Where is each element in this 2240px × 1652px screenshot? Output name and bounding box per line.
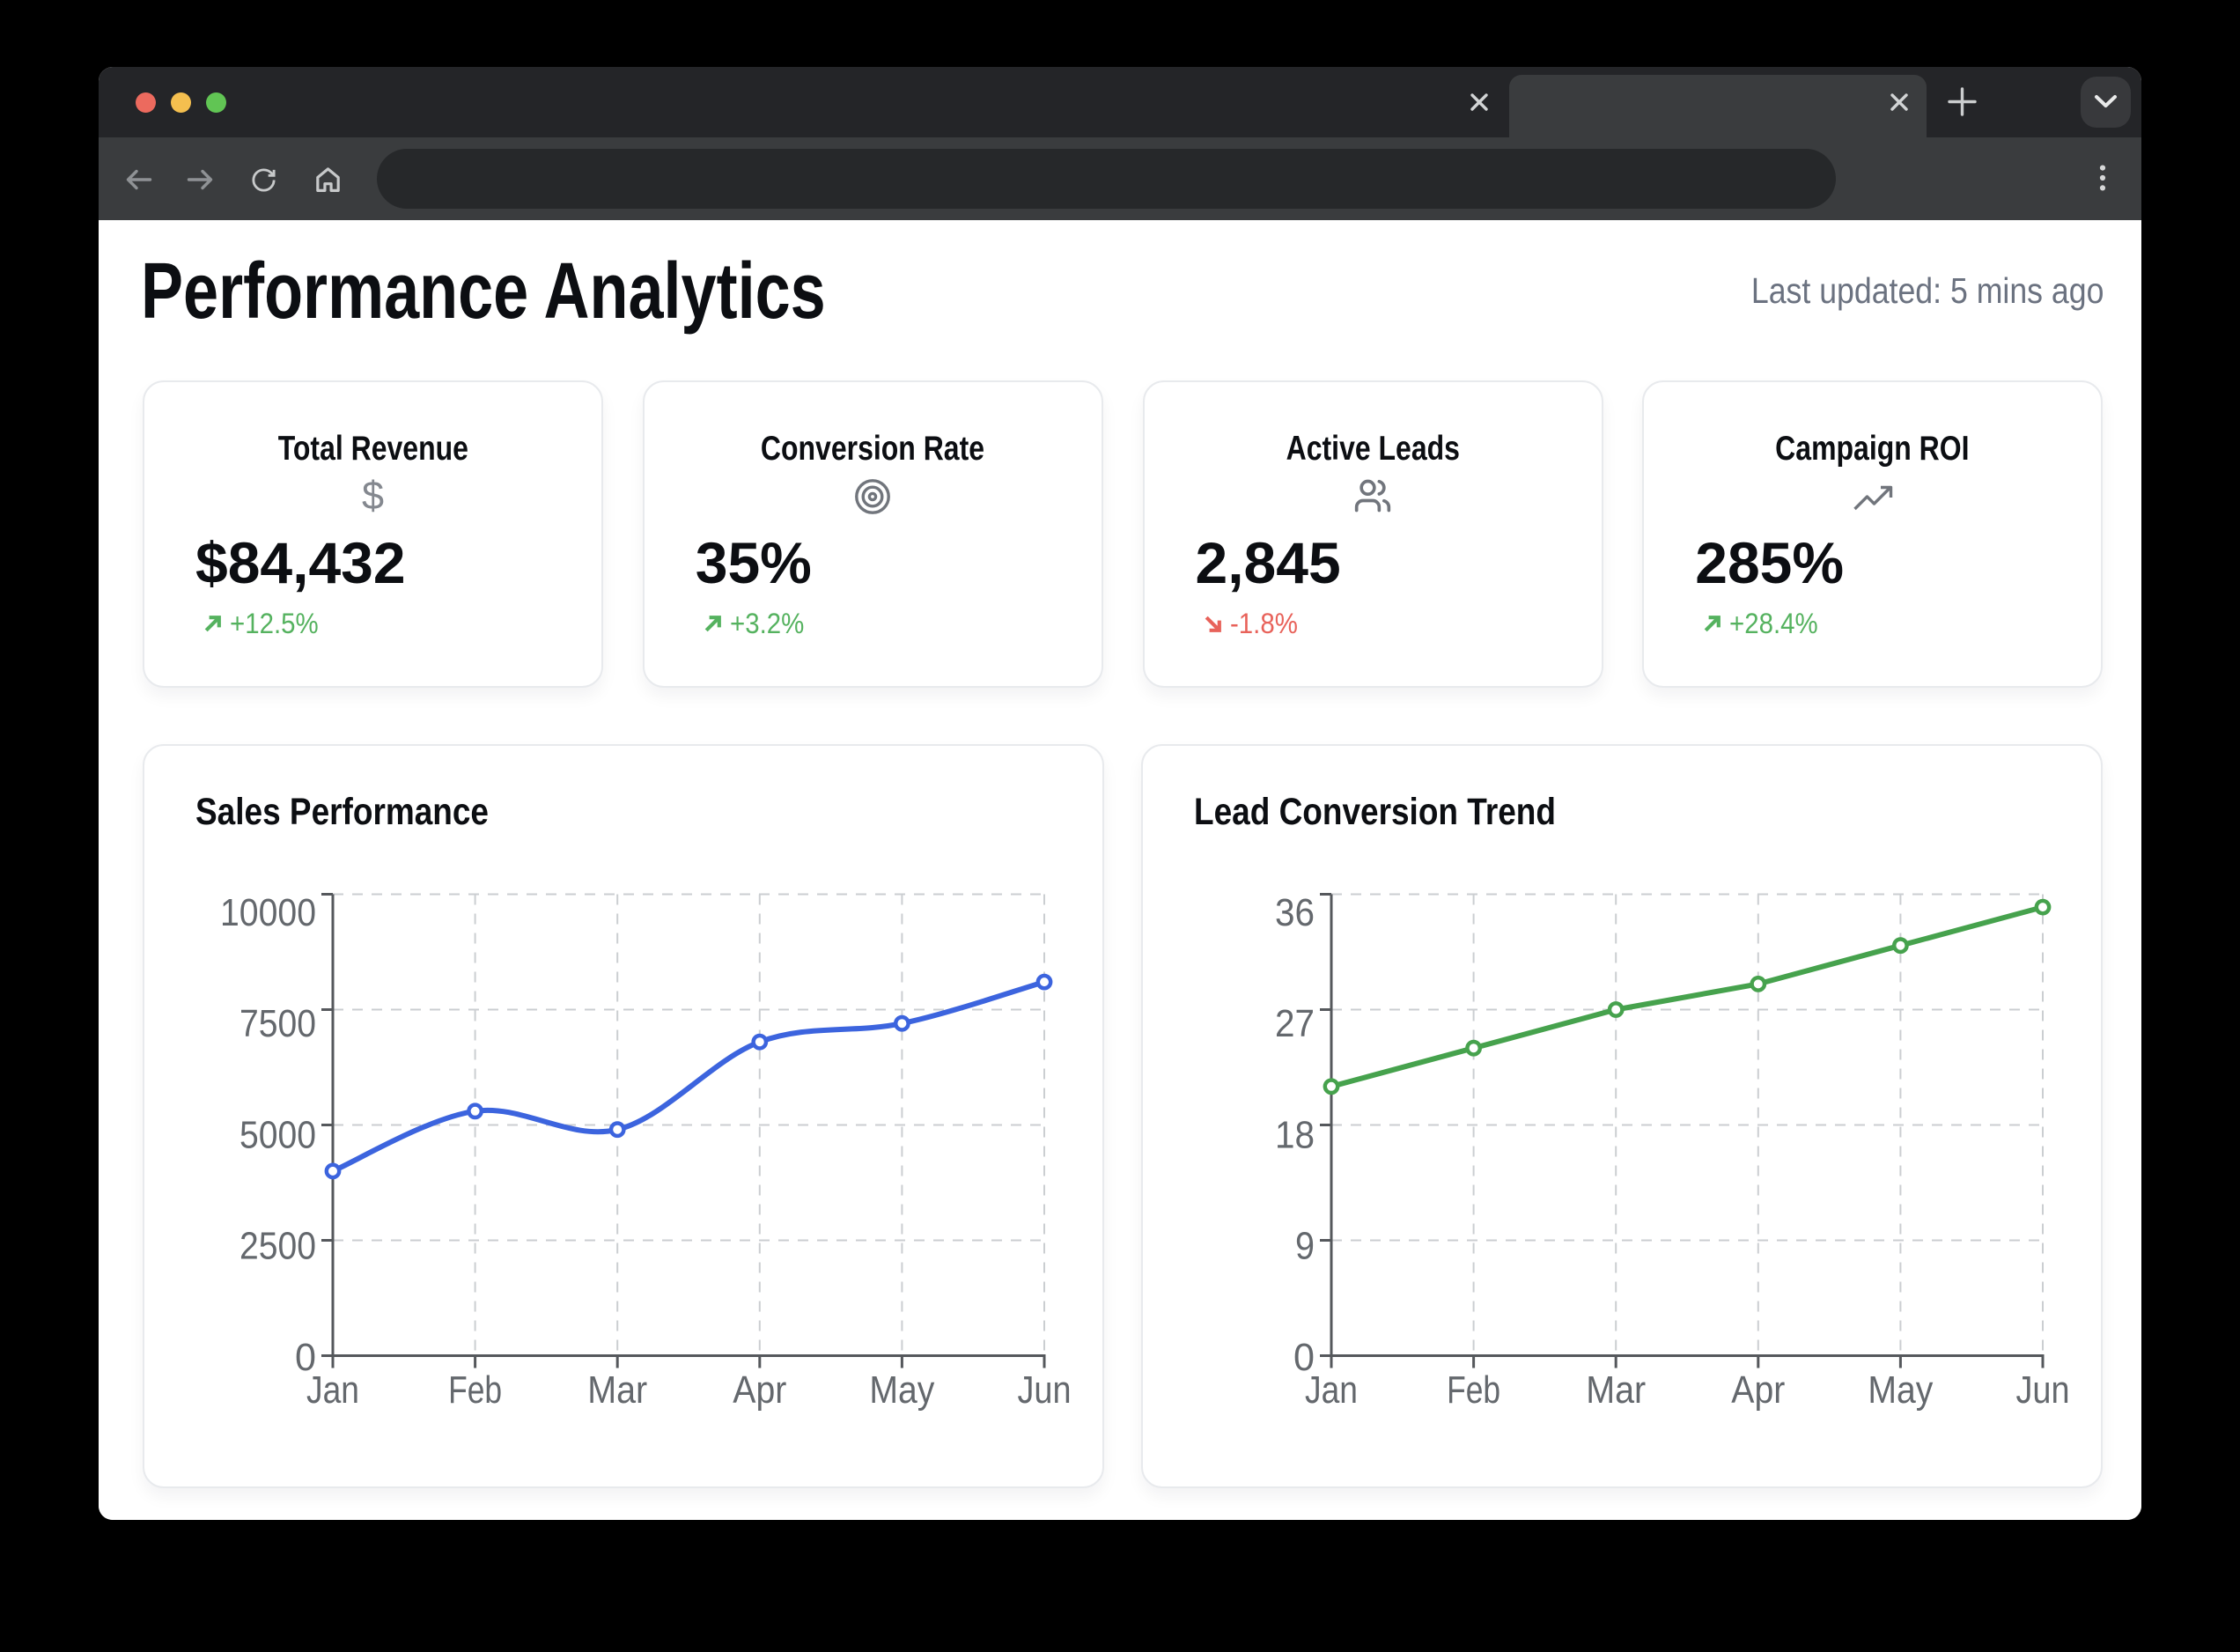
svg-text:0: 0 — [295, 1336, 316, 1379]
svg-text:Jan: Jan — [1305, 1368, 1358, 1412]
svg-text:May: May — [1868, 1368, 1933, 1412]
svg-text:Jun: Jun — [2016, 1368, 2070, 1412]
svg-text:18: 18 — [1275, 1113, 1315, 1156]
svg-text:9: 9 — [1295, 1224, 1315, 1267]
svg-text:Jan: Jan — [306, 1368, 359, 1412]
svg-text:Feb: Feb — [448, 1368, 502, 1412]
svg-text:2500: 2500 — [239, 1224, 316, 1267]
svg-text:0: 0 — [1293, 1336, 1315, 1379]
svg-text:Apr: Apr — [1731, 1368, 1785, 1412]
svg-text:Apr: Apr — [733, 1368, 786, 1412]
svg-text:Feb: Feb — [1447, 1368, 1500, 1412]
svg-text:Mar: Mar — [1586, 1368, 1646, 1412]
svg-text:5000: 5000 — [239, 1113, 316, 1156]
svg-text:7500: 7500 — [239, 1002, 316, 1045]
svg-text:36: 36 — [1275, 891, 1315, 934]
svg-text:Jun: Jun — [1018, 1368, 1072, 1412]
svg-text:27: 27 — [1275, 1002, 1315, 1045]
svg-text:Mar: Mar — [587, 1368, 647, 1412]
svg-text:10000: 10000 — [220, 891, 316, 934]
svg-text:May: May — [869, 1368, 934, 1412]
